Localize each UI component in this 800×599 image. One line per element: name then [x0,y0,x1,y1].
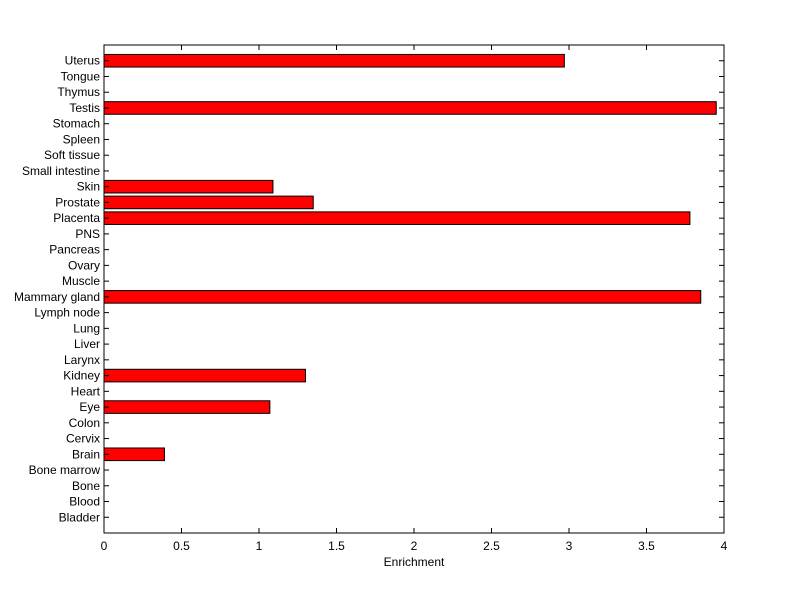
y-tick-label: Bone marrow [29,463,101,477]
y-tick-label: Lymph node [34,306,100,320]
y-tick-label: Brain [72,447,100,461]
y-tick-label: Heart [71,384,101,398]
y-tick-label: PNS [75,227,100,241]
x-tick-label: 3 [566,539,573,553]
y-tick-label: Kidney [63,369,100,383]
y-tick-label: Bladder [59,510,100,524]
y-tick-label: Cervix [66,432,100,446]
bar-prostate [103,195,314,210]
y-tick-label: Blood [69,495,100,509]
y-tick-label: Tongue [61,69,101,83]
plot-frame [103,44,725,534]
y-tick-label: Placenta [53,211,100,225]
y-tick-label: Testis [69,101,100,115]
x-tick-label: 2.5 [483,539,500,553]
y-tick-label: Uterus [65,54,100,68]
bar-skin [103,179,274,194]
y-tick-label: Lung [73,321,100,335]
y-tick-label: Muscle [62,274,100,288]
y-tick-label: Liver [74,337,100,351]
x-tick-label: 0 [101,539,108,553]
y-tick-label: Stomach [53,117,100,131]
bar-mammary-gland [103,290,702,304]
x-tick-label: 4 [721,539,728,553]
x-axis-ticks: 0 0.5 1 1.5 2 2.5 3 3.5 4 [101,45,728,553]
y-tick-label: Prostate [55,195,100,209]
bar-eye [103,400,271,414]
y-tick-label: Colon [69,416,100,430]
y-tick-label: Skin [77,180,100,194]
x-tick-label: 0.5 [173,539,190,553]
x-tick-label: 1 [256,539,263,553]
x-tick-label: 3.5 [638,539,655,553]
bar-brain [103,447,165,462]
y-tick-label: Small intestine [22,164,100,178]
x-tick-label: 1.5 [328,539,345,553]
y-tick-label: Ovary [68,258,100,272]
y-tick-label: Soft tissue [44,148,100,162]
y-tick-label: Pancreas [49,243,100,257]
y-tick-label: Spleen [63,132,100,146]
bar-kidney [103,368,306,383]
bar-uterus [103,53,565,68]
bars-layer [103,53,717,462]
y-tick-label: Larynx [64,353,100,367]
bar-placenta [103,211,691,225]
y-tick-label: Mammary gland [14,290,100,304]
y-tick-label: Thymus [57,85,100,99]
x-axis-label: Enrichment [384,555,445,569]
bar-testis [103,101,717,115]
x-tick-label: 2 [411,539,418,553]
y-tick-label: Bone [72,479,100,493]
y-tick-label: Eye [79,400,100,414]
